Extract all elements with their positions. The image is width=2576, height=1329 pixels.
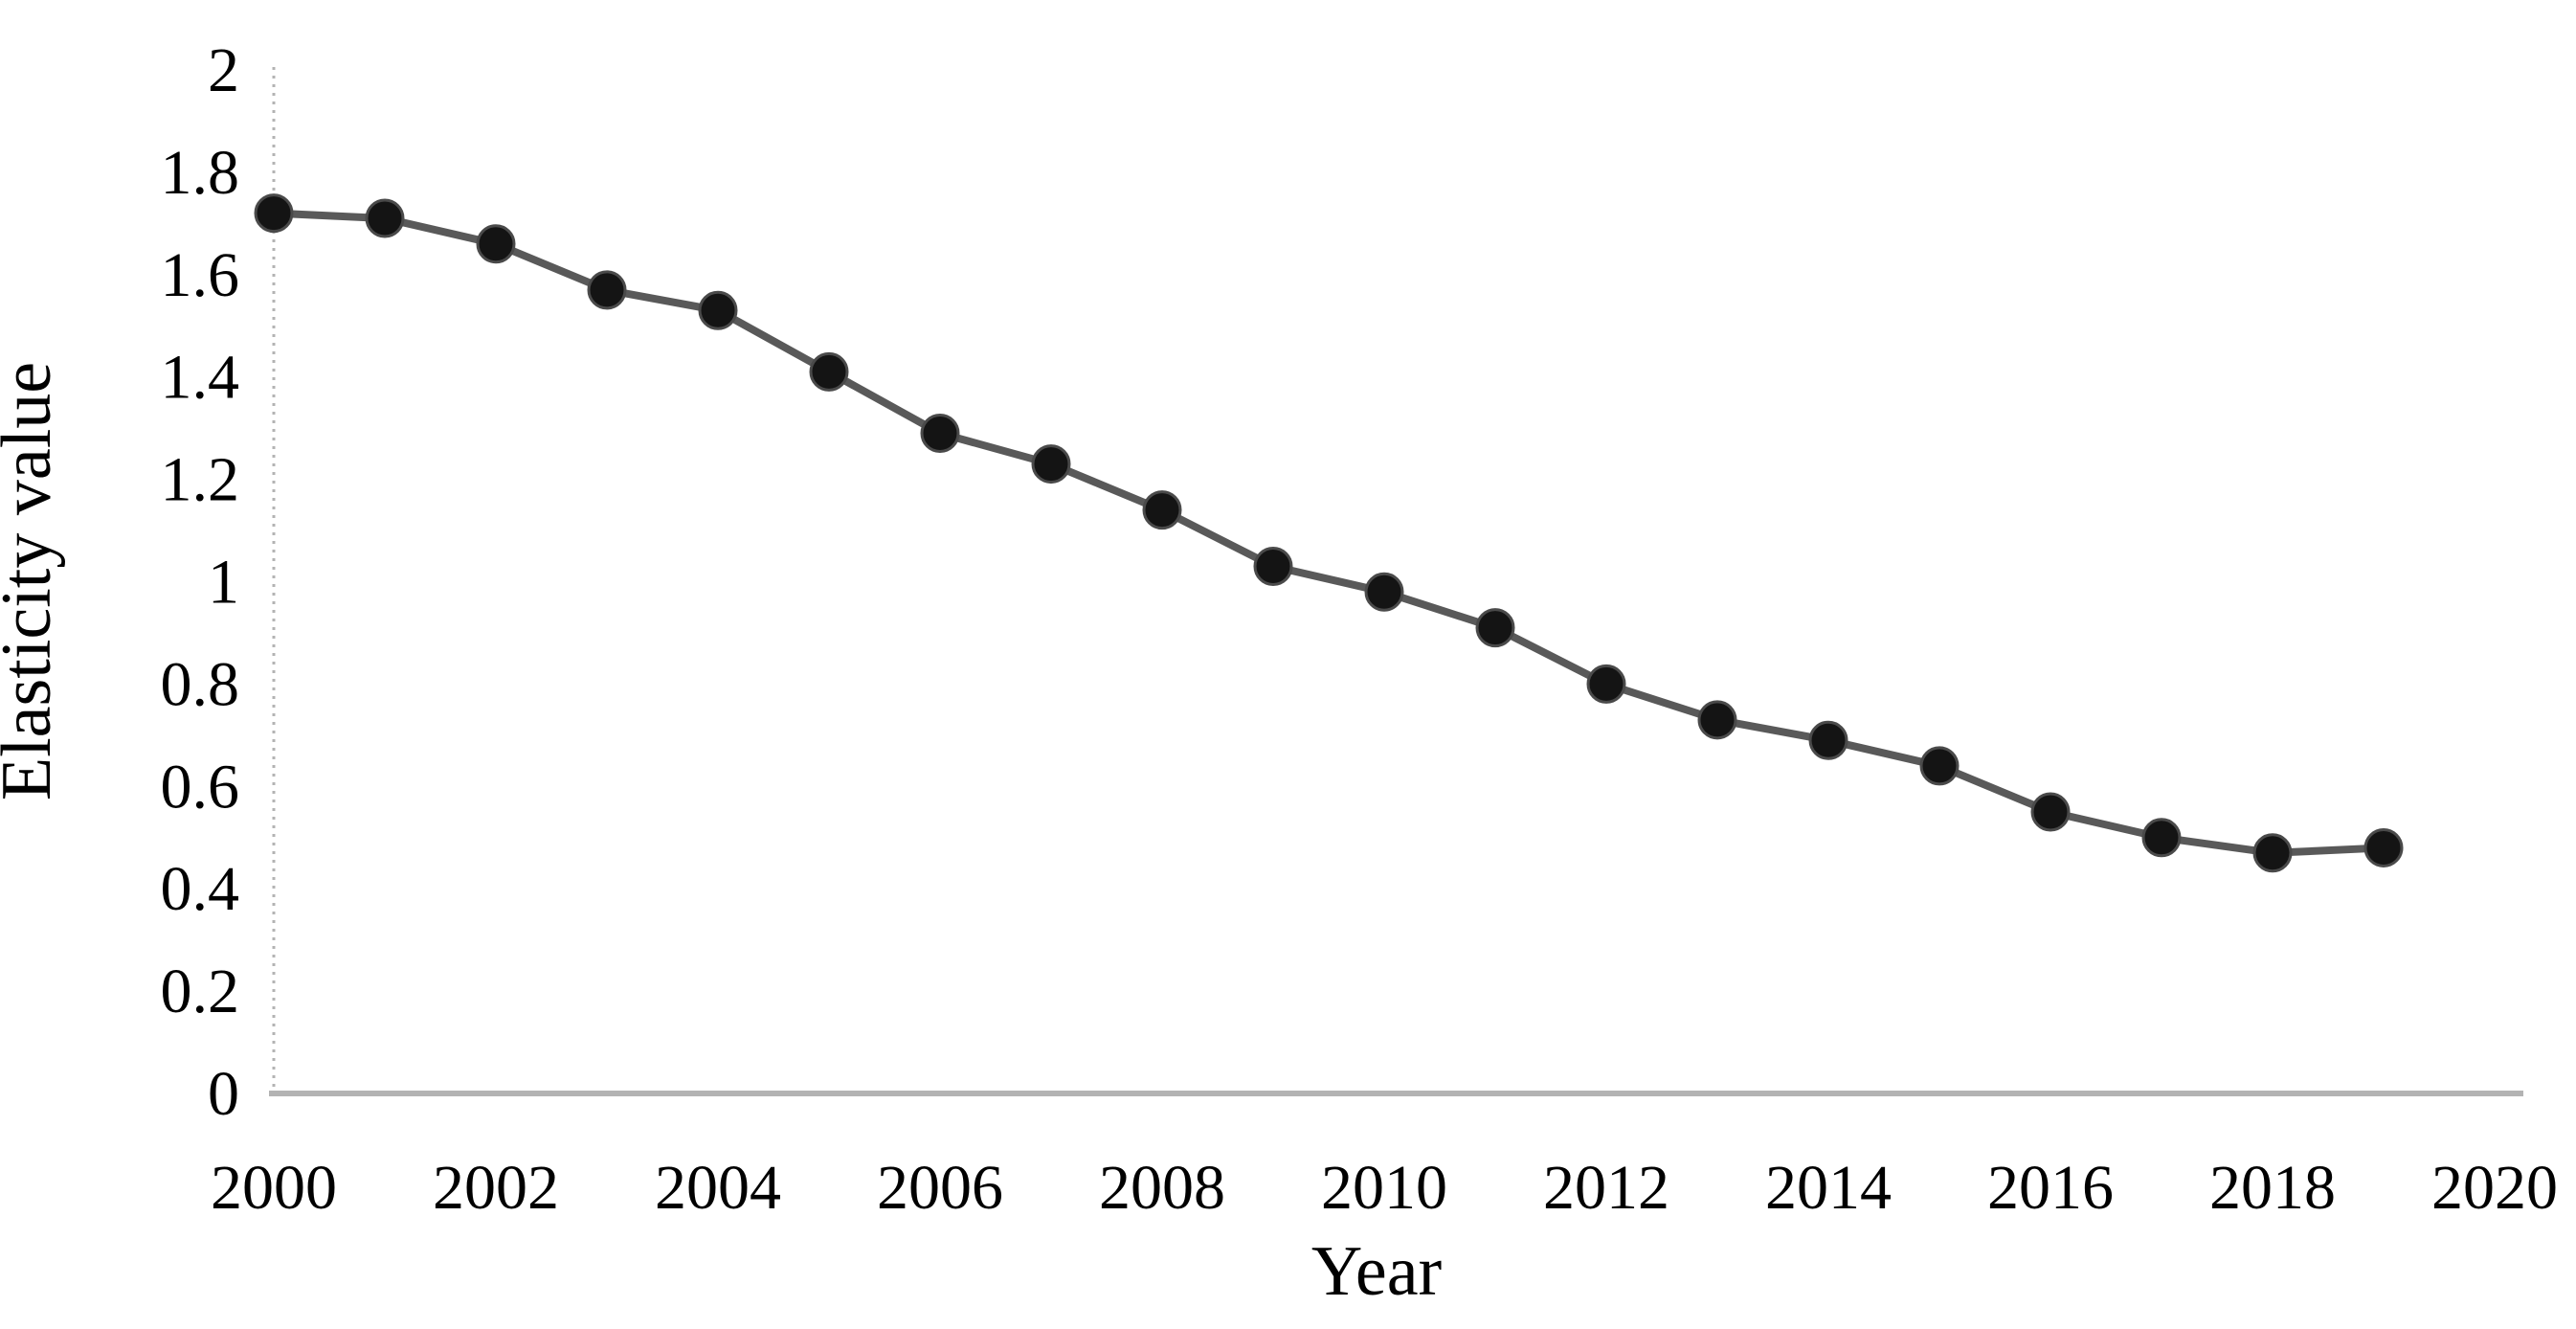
y-tick-label: 1.2 <box>161 445 240 515</box>
data-point <box>1253 546 1293 586</box>
x-tick-label: 2014 <box>1765 1153 1892 1223</box>
x-tick-label: 2000 <box>211 1153 337 1223</box>
data-point <box>1475 608 1515 648</box>
y-tick-label: 2 <box>208 35 239 105</box>
data-point <box>2030 792 2071 832</box>
x-tick-label: 2008 <box>1099 1153 1225 1223</box>
data-point <box>587 270 627 310</box>
x-tick-label: 2006 <box>877 1153 1003 1223</box>
x-tick-label: 2012 <box>1543 1153 1669 1223</box>
data-point <box>1364 572 1404 612</box>
data-point <box>2252 833 2293 873</box>
x-tick-label: 2010 <box>1321 1153 1447 1223</box>
y-tick-labels: 0 0.2 0.4 0.6 0.8 1 1.2 1.4 1.6 1.8 2 <box>161 35 240 1129</box>
x-tick-label: 2004 <box>655 1153 781 1223</box>
y-tick-label: 0.8 <box>161 649 240 719</box>
data-point <box>2363 827 2404 867</box>
data-point <box>1808 720 1848 760</box>
x-tick-label: 2020 <box>2431 1153 2558 1223</box>
y-tick-label: 1.4 <box>161 343 240 413</box>
y-tick-label: 0.6 <box>161 752 240 822</box>
y-tick-label: 1.8 <box>161 138 240 208</box>
y-tick-label: 0.2 <box>161 957 240 1026</box>
x-tick-label: 2016 <box>1987 1153 2114 1223</box>
data-point <box>1031 444 1071 484</box>
y-tick-label: 1.6 <box>161 240 240 310</box>
data-point <box>1919 746 1960 786</box>
x-axis-title: Year <box>1311 1232 1442 1311</box>
y-tick-label: 1 <box>208 548 239 618</box>
series-line <box>270 209 2387 857</box>
data-point <box>698 290 738 330</box>
y-tick-label: 0.4 <box>161 854 240 924</box>
data-point <box>1697 700 1737 740</box>
x-tick-labels: 2000 2002 2004 2006 2008 2010 2012 2014 2016 2018… <box>211 1153 2558 1223</box>
x-tick-label: 2018 <box>2209 1153 2336 1223</box>
data-point <box>1142 490 1182 530</box>
x-tick-label: 2002 <box>433 1153 559 1223</box>
data-point <box>920 413 960 453</box>
data-point <box>1586 664 1626 704</box>
data-point <box>365 198 405 238</box>
series-layer <box>254 193 2404 873</box>
data-point <box>476 224 516 264</box>
data-point <box>809 351 849 392</box>
y-tick-label: 0 <box>208 1059 239 1129</box>
data-point <box>2141 818 2182 858</box>
y-axis-title: Elasticity value <box>0 362 66 800</box>
axes-layer <box>269 67 2523 1096</box>
data-point <box>254 193 294 234</box>
